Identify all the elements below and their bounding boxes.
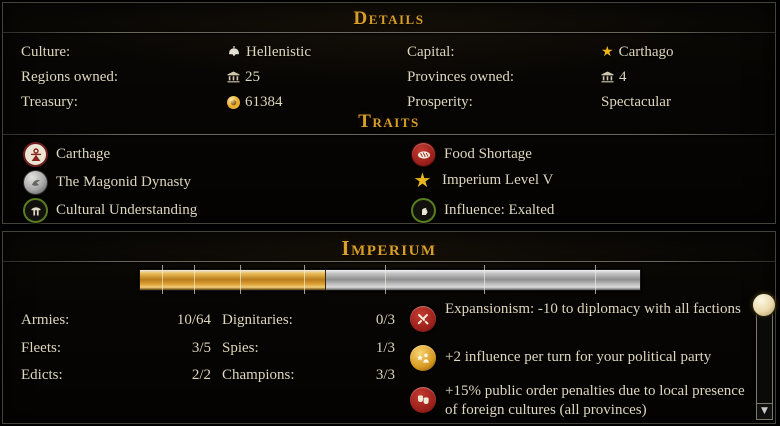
temple-icon xyxy=(227,71,240,83)
trait-influence-exalted: Influence: Exalted xyxy=(411,198,554,223)
culture-label: Culture: xyxy=(21,44,71,60)
star-icon: ★ xyxy=(601,44,614,60)
expansionism-icon xyxy=(410,306,436,332)
effect-expansionism: Expansionism: -10 to diplomacy with all … xyxy=(445,301,741,317)
imperium-progress-bar xyxy=(139,265,641,294)
armies-label: Armies: xyxy=(21,312,70,328)
hellenistic-helmet-icon xyxy=(227,45,241,59)
imperium-progress-tick xyxy=(385,265,386,294)
dignitaries-label: Dignitaries: xyxy=(222,312,293,328)
imperium-progress-tick xyxy=(303,265,305,294)
treasury-label: Treasury: xyxy=(21,94,78,110)
culture-value: Hellenistic xyxy=(227,41,311,63)
capital-label: Capital: xyxy=(407,44,455,60)
temple-icon xyxy=(601,71,614,83)
imperium-progress-tick xyxy=(240,265,241,294)
traits-divider xyxy=(3,134,775,135)
carthage-tanit-crest-icon xyxy=(23,142,48,167)
traits-title: Traits xyxy=(358,111,420,132)
imperium-progress-tick xyxy=(595,265,596,294)
prosperity-label: Prosperity: xyxy=(407,94,473,110)
gold-coin-icon xyxy=(227,95,240,109)
spies-label: Spies: xyxy=(222,340,259,356)
details-divider xyxy=(3,32,775,33)
fleets-value: 3/5 xyxy=(191,340,211,356)
public-order-masks-icon xyxy=(410,387,436,413)
champions-label: Champions: xyxy=(222,367,295,383)
effect-public-order-penalty: +15% public order penalties due to local… xyxy=(445,383,745,418)
imperium-progress-tick xyxy=(161,265,163,294)
imperium-progress-fill xyxy=(140,270,326,290)
cultural-understanding-icon xyxy=(23,198,48,223)
effect-influence-per-turn: +2 influence per turn for your political… xyxy=(445,349,712,365)
imperium-panel: Imperium Armies: 10/64 Fleets: 3/5 Edict… xyxy=(2,231,776,424)
dynasty-coin-icon xyxy=(23,170,48,195)
imperium-progress-tick xyxy=(483,265,485,294)
regions-owned-label: Regions owned: xyxy=(21,69,119,85)
armies-value: 10/64 xyxy=(176,312,211,328)
capital-value: ★ Carthago xyxy=(601,44,674,60)
trait-cultural-understanding: Cultural Understanding xyxy=(23,198,197,223)
edicts-value: 2/2 xyxy=(191,367,211,383)
triangle-down-icon: ▼ xyxy=(761,406,768,416)
details-traits-panel: Details Culture: Hellenistic Regions own… xyxy=(2,2,776,224)
regions-owned-value: 25 xyxy=(227,66,260,88)
edicts-label: Edicts: xyxy=(21,367,63,383)
details-title: Details xyxy=(353,8,425,29)
trait-imperium-level: ★ Imperium Level V xyxy=(411,168,554,192)
influence-exalted-icon xyxy=(411,198,436,223)
treasury-value: 61384 xyxy=(227,91,283,113)
fleets-label: Fleets: xyxy=(21,340,61,356)
provinces-owned-value: 4 xyxy=(601,66,627,88)
provinces-owned-label: Provinces owned: xyxy=(407,69,515,85)
trait-magonid-dynasty: The Magonid Dynasty xyxy=(23,170,191,195)
food-shortage-icon xyxy=(411,142,436,167)
trait-food-shortage: Food Shortage xyxy=(411,142,532,167)
influence-party-icon xyxy=(410,345,436,371)
imperium-star-icon: ★ xyxy=(413,168,432,192)
imperium-progress-tick xyxy=(193,265,195,294)
scrollbar-thumb[interactable] xyxy=(752,293,776,317)
imperium-title: Imperium xyxy=(341,236,437,260)
dignitaries-value: 0/3 xyxy=(375,312,395,328)
scroll-down-button[interactable]: ▼ xyxy=(757,403,772,419)
champions-value: 3/3 xyxy=(375,367,395,383)
trait-carthage: Carthage xyxy=(23,142,110,167)
prosperity-value: Spectacular xyxy=(601,94,671,110)
imperium-divider xyxy=(3,261,775,262)
spies-value: 1/3 xyxy=(375,340,395,356)
